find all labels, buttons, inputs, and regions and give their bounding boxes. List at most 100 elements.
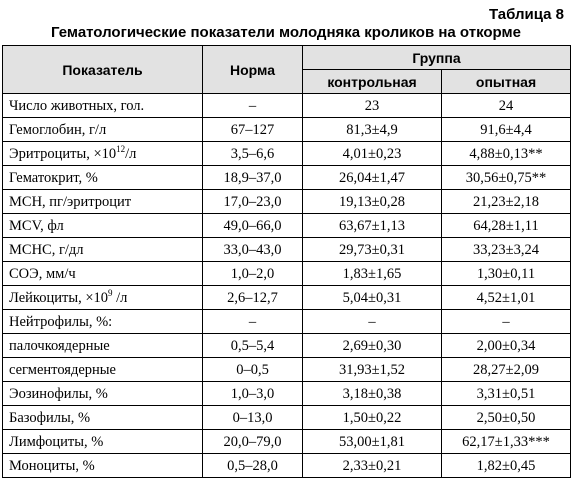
indicator-label: палочкоядерные	[9, 337, 110, 354]
indicator-label: Нейтрофилы, %:	[9, 313, 113, 330]
row-control-value: 5,04±0,31	[302, 285, 442, 310]
header-row-2: контрольная опытная	[3, 69, 572, 94]
table-row: сегментоядерные 0–0,5 31,93±1,52 28,27±2,09	[2, 357, 572, 382]
row-norm-value: –	[202, 93, 303, 118]
table-row: Гематокрит, % 18,9–37,0 26,04±1,47 30,56±0,…	[2, 165, 572, 190]
table-row: MCV, фл 49,0–66,0 63,67±1,13 64,28±1,11	[2, 213, 572, 238]
table-row: MCH, пг/эритроцит 17,0–23,0 19,13±0,28 21,2…	[2, 189, 572, 214]
row-indicator-name: Лимфоциты, %	[2, 429, 203, 454]
row-norm-value: 0,5–5,4	[202, 333, 303, 358]
table-row: MCHC, г/дл 33,0–43,0 29,73±0,31 33,23±3,24	[2, 237, 572, 262]
table-header: Показатель Норма Группа контрольная опыт…	[2, 45, 572, 94]
header-norm: Норма	[202, 45, 303, 94]
row-indicator-name: сегментоядерные	[2, 357, 203, 382]
row-experimental-value: 3,31±0,51	[440, 381, 572, 406]
header-group: Группа	[301, 45, 572, 70]
row-norm-value: 0,5–28,0	[202, 453, 303, 478]
table-row: Число животных, гол. –23 24	[2, 93, 572, 118]
row-indicator-name: Лейкоциты, ×109 /л	[2, 285, 203, 310]
row-control-value: 26,04±1,47	[302, 165, 442, 190]
row-indicator-name: Гемоглобин, г/л	[2, 117, 203, 142]
row-norm-value: 0–0,5	[202, 357, 303, 382]
header-row-1: Показатель Норма Группа	[2, 45, 572, 94]
row-norm-value: 0–13,0	[202, 405, 303, 430]
indicator-label: Гематокрит, %	[9, 169, 98, 186]
header-experimental: опытная	[440, 69, 572, 94]
row-indicator-name: СОЭ, мм/ч	[2, 261, 203, 286]
row-experimental-value: 2,50±0,50	[440, 405, 572, 430]
row-experimental-value: 1,82±0,45	[440, 453, 572, 478]
indicator-label: Лимфоциты, %	[9, 433, 104, 450]
table-row: Нейтрофилы, %: – – –	[2, 309, 572, 334]
row-experimental-value: 2,00±0,34	[440, 333, 572, 358]
indicator-exponent: 12	[116, 143, 126, 154]
row-control-value: 2,69±0,30	[302, 333, 442, 358]
indicator-label: Лейкоциты, ×10	[9, 289, 109, 306]
hematology-table: Показатель Норма Группа контрольная опыт…	[2, 45, 572, 478]
row-control-value: 4,01±0,23	[302, 141, 442, 166]
header-control: контрольная	[302, 69, 442, 94]
indicator-label: СОЭ, мм/ч	[9, 265, 76, 282]
indicator-label: MCHC, г/дл	[9, 241, 84, 258]
row-indicator-name: Моноциты, %	[2, 453, 203, 478]
row-experimental-value: 64,28±1,11	[440, 213, 572, 238]
row-control-value: 63,67±1,13	[302, 213, 442, 238]
row-norm-value: 67–127	[202, 117, 303, 142]
row-experimental-value: 28,27±2,09	[440, 357, 572, 382]
row-indicator-name: Эритроциты, ×1012/л	[2, 141, 203, 166]
row-indicator-name: MCHC, г/дл	[2, 237, 203, 262]
row-experimental-value: –	[440, 309, 572, 334]
row-norm-value: 49,0–66,0	[202, 213, 303, 238]
indicator-label: Моноциты, %	[9, 457, 95, 474]
row-norm-value: 2,6–12,7	[202, 285, 303, 310]
row-experimental-value: 24	[440, 93, 572, 118]
row-control-value: –	[302, 309, 442, 334]
row-indicator-name: Базофилы, %	[2, 405, 203, 430]
table-row: СОЭ, мм/ч 1,0–2,0 1,83±1,65 1,30±0,11	[2, 261, 572, 286]
row-control-value: 81,3±4,9	[302, 117, 442, 142]
row-control-value: 29,73±0,31	[302, 237, 442, 262]
row-control-value: 31,93±1,52	[302, 357, 442, 382]
table-row: Лейкоциты, ×109 /л 2,6–12,7 5,04±0,31 4,52±…	[2, 285, 572, 310]
row-control-value: 3,18±0,38	[302, 381, 442, 406]
indicator-label: Гемоглобин, г/л	[9, 121, 107, 138]
row-indicator-name: Число животных, гол.	[2, 93, 203, 118]
row-control-value: 53,00±1,81	[302, 429, 442, 454]
row-norm-value: 1,0–2,0	[202, 261, 303, 286]
indicator-label: сегментоядерные	[9, 361, 116, 378]
row-indicator-name: Гематокрит, %	[2, 165, 203, 190]
header-indicator: Показатель	[2, 45, 203, 94]
table-row: Базофилы, % 0–13,0 1,50±0,22 2,50±0,50	[2, 405, 572, 430]
table-row: Лимфоциты, % 20,0–79,0 53,00±1,81 62,17±1,3…	[2, 429, 572, 454]
row-experimental-value: 1,30±0,11	[440, 261, 572, 286]
row-control-value: 2,33±0,21	[302, 453, 442, 478]
row-indicator-name: MCV, фл	[2, 213, 203, 238]
indicator-label: MCV, фл	[9, 217, 64, 234]
row-norm-value: 1,0–3,0	[202, 381, 303, 406]
table-row: Эритроциты, ×1012/л 3,5–6,6 4,01±0,23 4,88±…	[2, 141, 572, 166]
table-row: палочкоядерные 0,5–5,4 2,69±0,30 2,00±0,34	[2, 333, 572, 358]
row-experimental-value: 21,23±2,18	[440, 189, 572, 214]
indicator-unit-suffix: /л	[112, 289, 128, 306]
row-experimental-value: 30,56±0,75**	[440, 165, 572, 190]
row-norm-value: 3,5–6,6	[202, 141, 303, 166]
indicator-label: MCH, пг/эритроцит	[9, 193, 132, 210]
row-control-value: 1,50±0,22	[302, 405, 442, 430]
indicator-label: Эозинофилы, %	[9, 385, 108, 402]
row-indicator-name: MCH, пг/эритроцит	[2, 189, 203, 214]
row-norm-value: –	[202, 309, 303, 334]
row-norm-value: 20,0–79,0	[202, 429, 303, 454]
indicator-label: Число животных, гол.	[9, 97, 145, 114]
table-row: Моноциты, % 0,5–28,0 2,33±0,21 1,82±0,45	[2, 453, 572, 478]
table-row: Эозинофилы, % 1,0–3,0 3,18±0,38 3,31±0,51	[2, 381, 572, 406]
table-body: Число животных, гол. –23 24 Гемоглобин, г/л…	[2, 93, 572, 478]
indicator-unit-suffix: /л	[125, 145, 137, 162]
row-norm-value: 18,9–37,0	[202, 165, 303, 190]
row-experimental-value: 62,17±1,33***	[440, 429, 572, 454]
indicator-label: Эритроциты, ×10	[9, 145, 117, 162]
table-title: Гематологические показатели молодняка кр…	[51, 24, 521, 41]
row-indicator-name: Эозинофилы, %	[2, 381, 203, 406]
row-control-value: 23	[302, 93, 442, 118]
row-control-value: 19,13±0,28	[302, 189, 442, 214]
